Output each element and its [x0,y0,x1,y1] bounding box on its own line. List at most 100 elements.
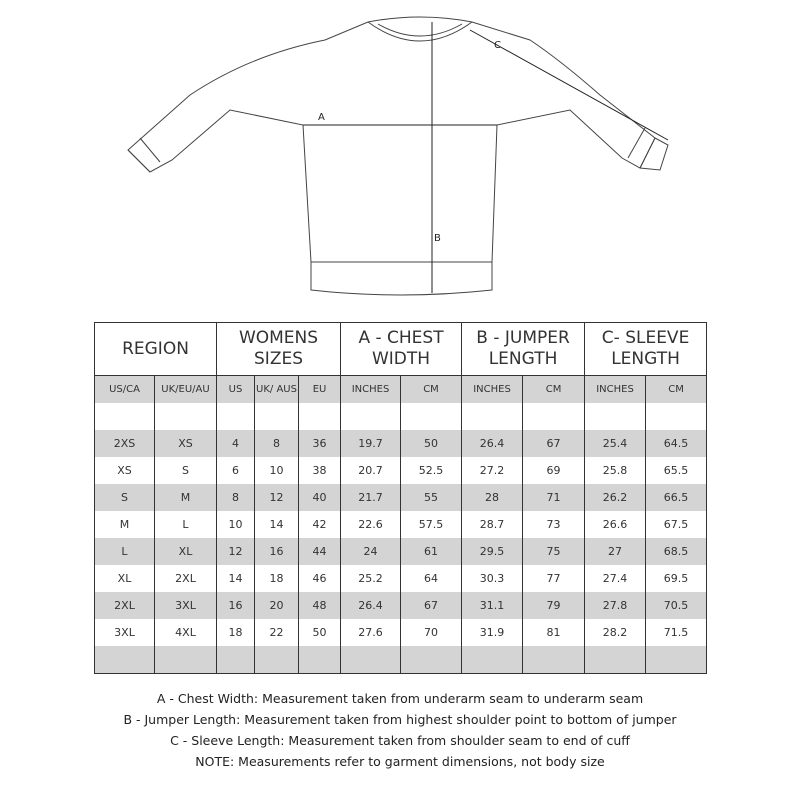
table-cell: 16 [216,592,255,619]
table-cell: 20.7 [340,457,402,484]
table-cell: M [94,511,155,538]
column-header: INCHES [584,375,647,403]
table-cell: 8 [216,484,255,511]
note-line: A - Chest Width: Measurement taken from … [156,691,644,706]
table-cell: 22.6 [340,511,402,538]
note-line: B - Jumper Length: Measurement taken fro… [123,712,677,727]
table-cell: 3XL [154,592,217,619]
table-cell: 28.7 [461,511,524,538]
table-cell: XL [154,538,217,565]
table-cell: 16 [254,538,299,565]
column-header: UK/EU/AU [154,375,217,403]
measure-c-line [469,29,669,141]
table-cell: 8 [254,430,299,457]
neckline [367,21,473,42]
table-cell: 46 [297,565,342,592]
column-header: US [216,375,255,403]
table-cell: 31.1 [461,592,524,619]
table-cell: 40 [297,484,342,511]
table-cell: 38 [297,457,342,484]
table-cell: XS [154,430,217,457]
table-cell: 4 [216,430,255,457]
left-cuff [127,137,161,173]
column-header: INCHES [340,375,402,403]
table-row: 2XS XS 4 8 36 19.7 50 26.4 67 25.4 64.5 [94,430,708,457]
table-cell: S [154,457,217,484]
column-header: US/CA [94,375,155,403]
table-cell: 70.5 [645,592,708,619]
table-cell: 50 [297,619,342,646]
right-cuff [627,127,669,171]
hem-band [310,262,493,296]
table-cell: 26.4 [340,592,402,619]
table-cell: 42 [297,511,342,538]
table-cell: 6 [216,457,255,484]
table-row: S M 8 12 40 21.7 55 28 71 26.2 66.5 [94,484,708,511]
table-cell: 79 [522,592,586,619]
table-row: XS S 6 10 38 20.7 52.5 27.2 69 25.8 65.5 [94,457,708,484]
table-cell: 12 [216,538,255,565]
table-cell: 69 [522,457,586,484]
table-cell: 61 [400,538,463,565]
group-header: B - JUMPER LENGTH [461,322,586,376]
table-cell: 25.8 [584,457,647,484]
table-cell: 14 [254,511,299,538]
table-cell: 18 [254,565,299,592]
table-cell: 31.9 [461,619,524,646]
table-cell: 64 [400,565,463,592]
note-line: NOTE: Measurements refer to garment dime… [195,754,605,769]
table-cell: 27.4 [584,565,647,592]
table-cell: 14 [216,565,255,592]
size-chart-table: REGION WOMENS SIZES A - CHEST WIDTH B - … [94,322,708,674]
table-cell: 2XL [94,592,155,619]
table-cell: XL [94,565,155,592]
column-header: CM [522,375,586,403]
table-cell: 27 [584,538,647,565]
table-cell: 4XL [154,619,217,646]
table-cell: 48 [297,592,342,619]
table-cell: 19.7 [340,430,402,457]
table-cell: 10 [216,511,255,538]
table-cell: 29.5 [461,538,524,565]
table-cell: 81 [522,619,586,646]
table-cell: 26.6 [584,511,647,538]
table-cell: XS [94,457,155,484]
label-a: A [318,112,325,123]
table-cell: 70 [400,619,463,646]
table-cell: 26.4 [461,430,524,457]
table-cell: 44 [297,538,342,565]
table-cell: 28.2 [584,619,647,646]
table-cell: 69.5 [645,565,708,592]
table-cell: 67 [522,430,586,457]
table-cell: 28 [461,484,524,511]
table-cell: 57.5 [400,511,463,538]
table-cell: 25.4 [584,430,647,457]
table-cell: 2XL [154,565,217,592]
table-cell: 67 [400,592,463,619]
table-cell: L [94,538,155,565]
table-cell: 68.5 [645,538,708,565]
table-cell: 12 [254,484,299,511]
table-cell: 75 [522,538,586,565]
table-cell: 21.7 [340,484,402,511]
table-cell: 18 [216,619,255,646]
table-row: M L 10 14 42 22.6 57.5 28.7 73 26.6 67.5 [94,511,708,538]
table-cell: 55 [400,484,463,511]
table-cell: 2XS [94,430,155,457]
group-header: A - CHEST WIDTH [340,322,463,376]
table-cell: 20 [254,592,299,619]
label-b: B [434,233,441,244]
table-cell: 26.2 [584,484,647,511]
table-cell: 10 [254,457,299,484]
table-cell: 65.5 [645,457,708,484]
group-header: C- SLEEVE LENGTH [584,322,708,376]
table-cell: 30.3 [461,565,524,592]
table-row: 3XL 4XL 18 22 50 27.6 70 31.9 81 28.2 71.5 [94,619,708,646]
table-cell: 22 [254,619,299,646]
table-cell: S [94,484,155,511]
table-row: 2XL 3XL 16 20 48 26.4 67 31.1 79 27.8 70.5 [94,592,708,619]
table-cell: 66.5 [645,484,708,511]
column-header: EU [297,375,342,403]
note-line: C - Sleeve Length: Measurement taken fro… [170,733,630,748]
group-header: WOMENS SIZES [215,322,342,376]
